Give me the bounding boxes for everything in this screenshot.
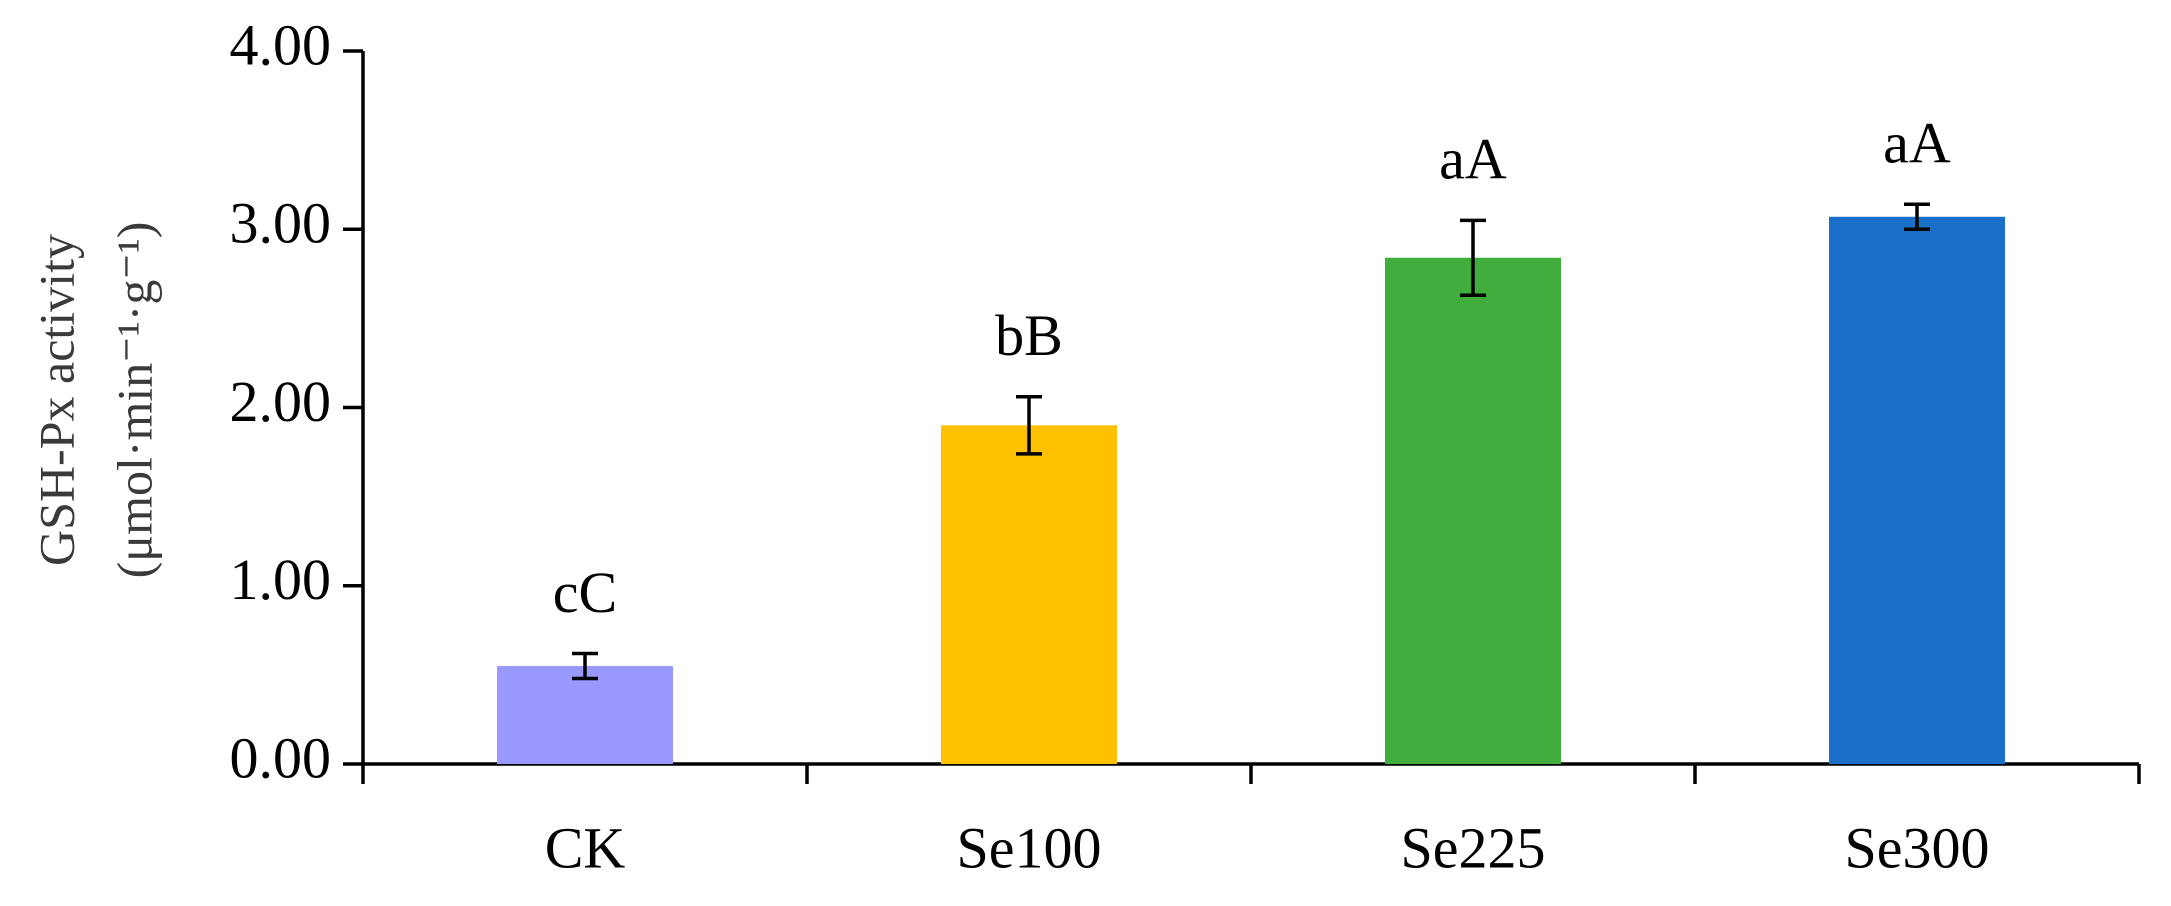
significance-label: aA [1439, 127, 1507, 192]
bar [1829, 216, 2005, 764]
y-tick-label: 2.00 [230, 369, 332, 434]
y-tick-label: 4.00 [230, 12, 332, 77]
significance-label: aA [1883, 111, 1951, 176]
significance-label: bB [995, 303, 1063, 368]
y-axis-title: GSH-Px activity [28, 234, 84, 566]
bar [497, 665, 673, 764]
y-axis-title: (μmol·min⁻¹·g⁻¹) [106, 222, 162, 579]
y-tick-label: 1.00 [230, 547, 332, 612]
y-title-2: (μmol·min⁻¹·g⁻¹) [106, 222, 162, 579]
y-tick-label: 0.00 [230, 725, 332, 790]
x-tick-label: Se300 [1845, 815, 1990, 880]
x-tick-label: Se225 [1401, 815, 1546, 880]
x-tick-label: Se100 [957, 815, 1102, 880]
y-title-1: GSH-Px activity [28, 234, 84, 566]
bar [941, 425, 1117, 764]
x-tick-label: CK [545, 815, 626, 880]
bar [1385, 257, 1561, 764]
y-tick-label: 3.00 [230, 191, 332, 256]
significance-label: cC [553, 560, 617, 625]
